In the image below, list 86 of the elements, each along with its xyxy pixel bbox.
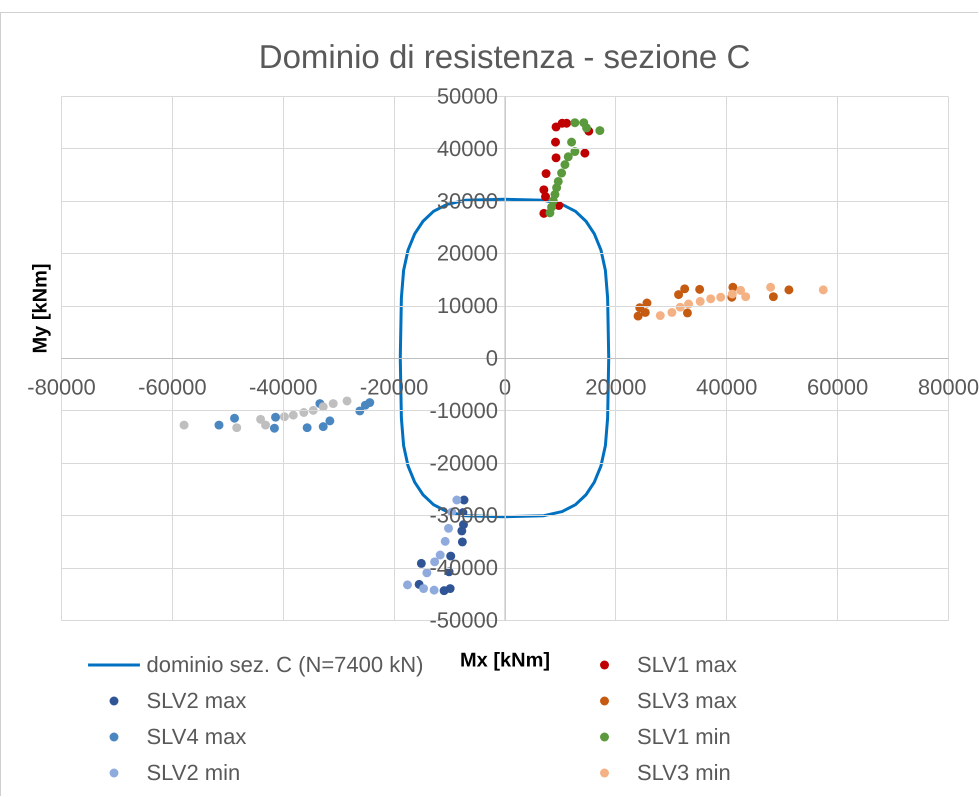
point [261,420,270,430]
point [416,558,426,568]
point [270,424,279,433]
point [695,284,704,294]
point [784,285,794,294]
point [271,412,280,422]
point [365,398,374,408]
point [582,124,592,132]
x-tick-label: -40000 [248,374,318,400]
point [680,284,690,294]
x-tick-label: -80000 [27,374,96,400]
point [318,402,328,412]
x-tick-label: -60000 [138,374,207,400]
point [642,298,652,308]
point [667,308,676,317]
point [634,312,643,321]
point [542,169,551,178]
legend-label: SLV2 min [146,760,240,785]
x-axis-title: Mx [kNm] [460,650,550,672]
point [214,420,224,430]
point [430,586,439,595]
point [570,118,580,128]
legend-label: dominio sez. C (N=7400 kN) [146,652,424,677]
y-tick-label: 40000 [436,136,498,161]
y-tick-label: -20000 [429,450,498,476]
point [230,414,239,423]
point [640,308,650,317]
point [674,290,684,300]
point [232,423,242,432]
point [422,568,432,578]
x-tick-label: 60000 [807,374,868,400]
y-tick-label: 50000 [436,84,498,108]
point [452,496,462,504]
point [595,126,604,136]
point [768,292,778,302]
point [580,148,590,158]
y-tick-label: 0 [486,346,498,370]
point [436,550,445,560]
x-tick-label: 40000 [696,374,758,400]
legend-label: SLV2 max [146,688,246,713]
y-tick-label: -50000 [429,608,498,632]
point [567,138,576,147]
point [552,153,561,162]
legend-label: SLV3 max [637,688,737,713]
point [419,584,428,594]
point [318,422,328,432]
point [564,152,573,162]
point [541,192,550,202]
point [706,294,716,304]
point [325,416,334,426]
legend-label: SLV4 max [146,724,246,749]
point [328,399,338,408]
y-tick-label: -10000 [429,398,498,423]
chart-title: Dominio di resistenza - sezione C [258,38,750,75]
point [696,296,705,306]
point [557,168,566,178]
point [716,292,726,302]
y-tick-label: 10000 [436,293,498,318]
point [560,160,570,170]
point [457,526,466,536]
point [302,423,312,432]
point [736,286,746,295]
point [440,536,450,546]
point [342,396,352,406]
point [741,292,750,302]
point [180,420,189,430]
y-axis-title: My [kNm] [30,263,52,354]
point [551,138,560,147]
point [818,285,828,294]
x-tick-label: 80000 [918,374,979,400]
y-tick-label: 20000 [436,240,498,266]
point [440,586,449,596]
legend-label: SLV3 min [637,760,731,785]
legend-label: SLV1 min [637,724,731,749]
point [458,537,467,546]
point [545,208,554,218]
point [460,496,469,504]
point [766,282,776,292]
y-tick-label: -40000 [429,555,498,580]
point [403,580,412,590]
point [256,414,266,424]
point [682,308,692,318]
point [728,290,737,299]
point [656,311,665,320]
point [288,410,298,420]
legend-label: SLV1 max [637,652,737,677]
